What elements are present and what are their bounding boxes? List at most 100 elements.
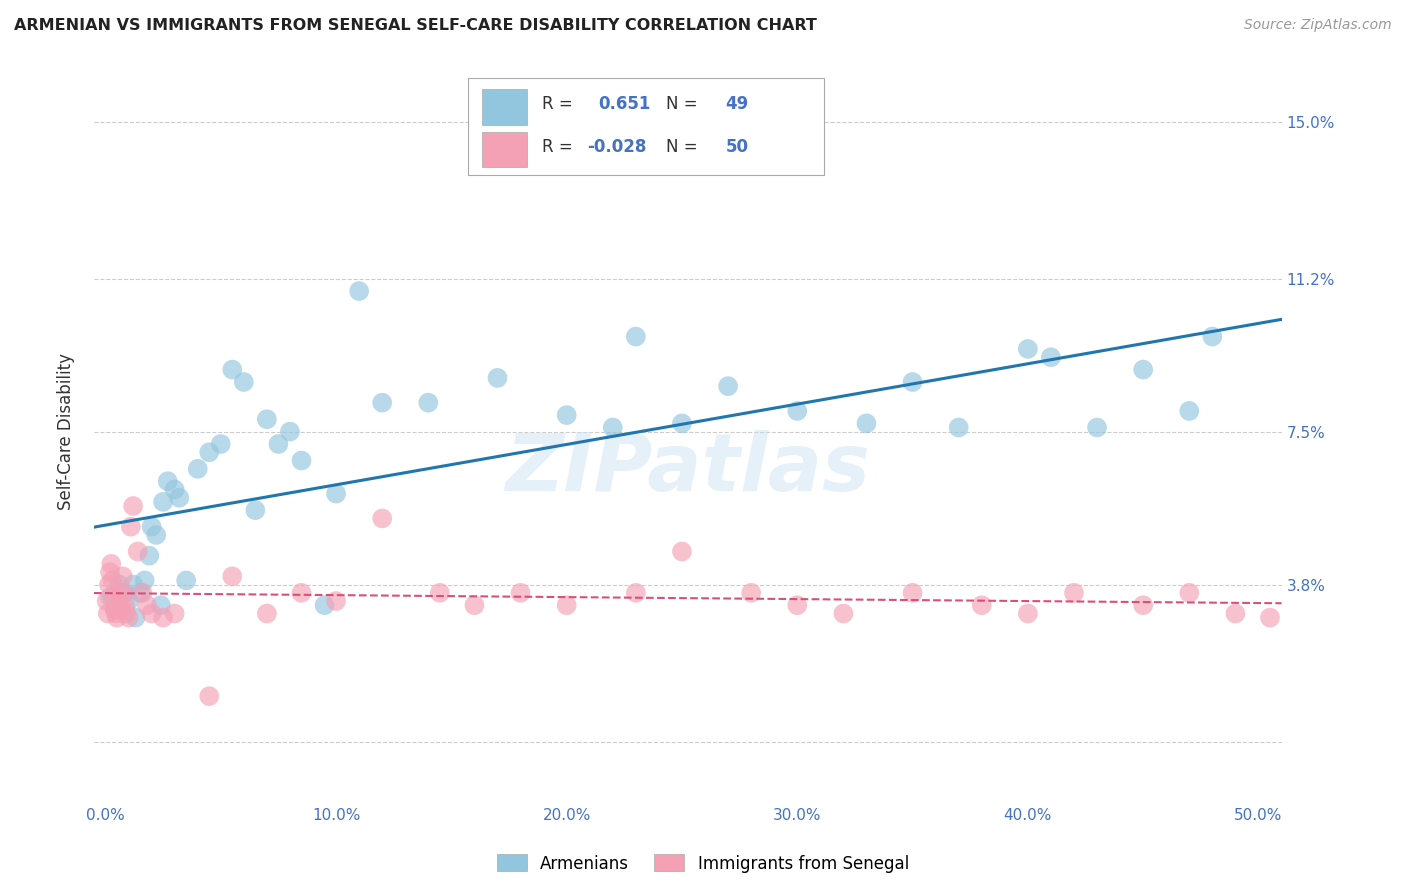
Point — [1017, 607, 1039, 621]
FancyBboxPatch shape — [482, 89, 527, 125]
Point — [1132, 598, 1154, 612]
Point — [555, 408, 578, 422]
Point — [174, 574, 197, 588]
Point — [107, 602, 129, 616]
Point — [141, 519, 163, 533]
Point — [111, 569, 134, 583]
Point — [1039, 350, 1062, 364]
Point — [221, 569, 243, 583]
Point — [256, 412, 278, 426]
Text: ARMENIAN VS IMMIGRANTS FROM SENEGAL SELF-CARE DISABILITY CORRELATION CHART: ARMENIAN VS IMMIGRANTS FROM SENEGAL SELF… — [14, 18, 817, 33]
Point — [278, 425, 301, 439]
Point — [267, 437, 290, 451]
Point — [371, 395, 394, 409]
Text: N =: N = — [666, 95, 697, 113]
Point — [232, 375, 254, 389]
Point — [256, 607, 278, 621]
Point — [108, 594, 131, 608]
Point — [104, 602, 127, 616]
Point — [156, 474, 179, 488]
Point — [96, 594, 118, 608]
Point — [221, 362, 243, 376]
Y-axis label: Self-Care Disability: Self-Care Disability — [58, 353, 75, 510]
Point — [149, 598, 172, 612]
Point — [347, 284, 370, 298]
Point — [134, 574, 156, 588]
Legend: Armenians, Immigrants from Senegal: Armenians, Immigrants from Senegal — [491, 847, 915, 880]
Point — [1085, 420, 1108, 434]
Point — [717, 379, 740, 393]
Point — [163, 607, 186, 621]
Point — [371, 511, 394, 525]
Point — [97, 577, 120, 591]
Point — [602, 420, 624, 434]
Point — [948, 420, 970, 434]
Point — [198, 689, 221, 703]
Point — [1258, 610, 1281, 624]
FancyBboxPatch shape — [468, 78, 824, 175]
Point — [117, 610, 139, 624]
Point — [120, 519, 142, 533]
Point — [138, 549, 160, 563]
Point — [131, 586, 153, 600]
Point — [152, 610, 174, 624]
Text: ZIPatlas: ZIPatlas — [505, 430, 870, 508]
Point — [1178, 586, 1201, 600]
Point — [486, 371, 509, 385]
Point — [786, 404, 808, 418]
Point — [671, 417, 693, 431]
Point — [1017, 342, 1039, 356]
Text: 0.651: 0.651 — [599, 95, 651, 113]
Point — [98, 590, 121, 604]
Point — [970, 598, 993, 612]
Point — [108, 577, 131, 591]
Point — [786, 598, 808, 612]
Point — [1132, 362, 1154, 376]
Point — [245, 503, 267, 517]
Point — [105, 610, 128, 624]
Point — [124, 610, 146, 624]
Point — [832, 607, 855, 621]
Point — [115, 607, 138, 621]
Point — [187, 462, 209, 476]
Point — [110, 602, 132, 616]
Point — [209, 437, 232, 451]
Point — [509, 586, 531, 600]
Point — [671, 544, 693, 558]
Point — [152, 495, 174, 509]
Point — [104, 602, 127, 616]
Point — [624, 329, 647, 343]
Point — [1178, 404, 1201, 418]
Text: Source: ZipAtlas.com: Source: ZipAtlas.com — [1244, 18, 1392, 32]
Point — [145, 528, 167, 542]
Point — [624, 586, 647, 600]
Point — [141, 607, 163, 621]
Point — [1225, 607, 1247, 621]
Point — [112, 586, 135, 600]
Point — [100, 557, 122, 571]
Point — [136, 598, 159, 612]
Point — [163, 483, 186, 497]
Point — [1063, 586, 1085, 600]
Point — [314, 598, 336, 612]
Point — [122, 577, 145, 591]
Point — [110, 586, 132, 600]
Point — [855, 417, 877, 431]
Text: R =: R = — [541, 137, 572, 156]
Point — [740, 586, 762, 600]
Point — [101, 574, 124, 588]
Text: N =: N = — [666, 137, 697, 156]
Point — [901, 375, 924, 389]
Point — [418, 395, 440, 409]
Point — [901, 586, 924, 600]
Point — [1201, 329, 1223, 343]
Point — [129, 586, 152, 600]
Point — [112, 586, 135, 600]
Point — [325, 486, 347, 500]
Point — [122, 499, 145, 513]
FancyBboxPatch shape — [482, 132, 527, 168]
Point — [114, 598, 136, 612]
Point — [117, 594, 139, 608]
Point — [290, 453, 312, 467]
Point — [103, 590, 125, 604]
